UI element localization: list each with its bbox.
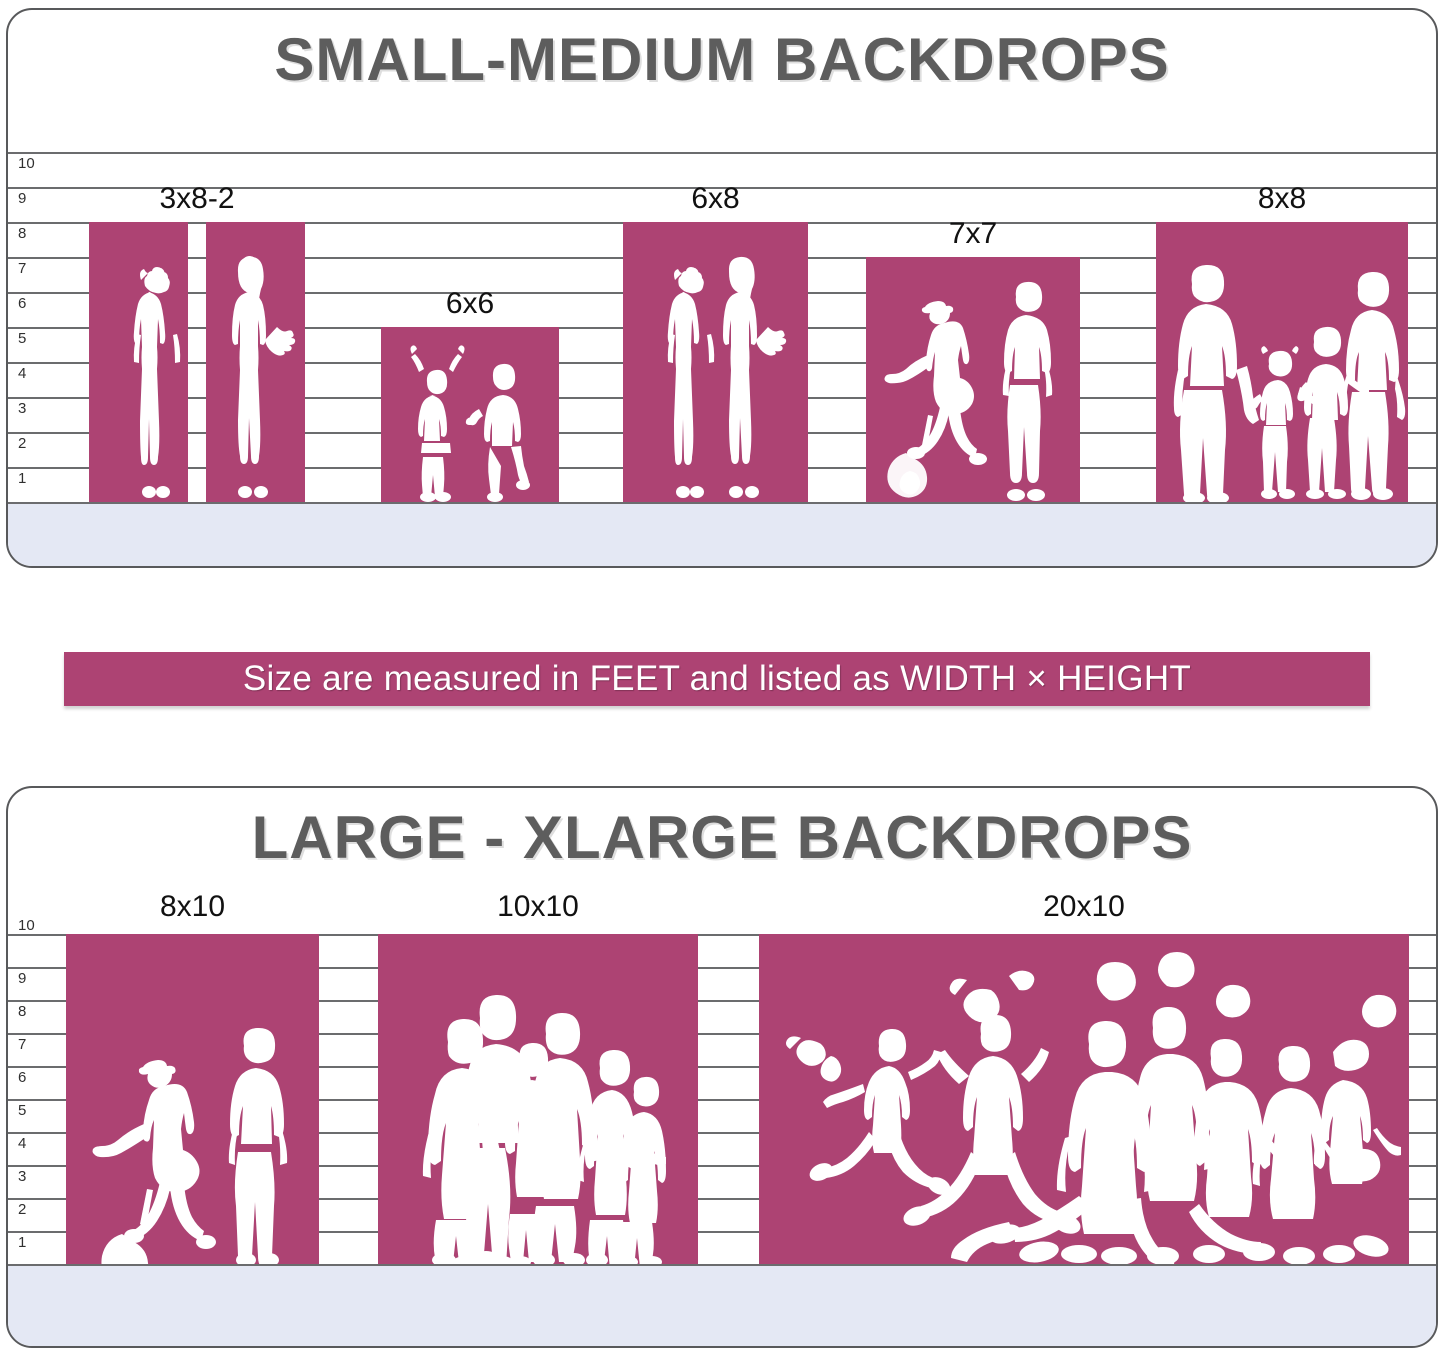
gridline-4 [8,1132,1436,1165]
floor-bottom [8,1264,1436,1346]
panel-large-xlarge: LARGE - XLARGE BACKDROPS [6,786,1438,1348]
tick-10: 10 [18,155,35,172]
silhouette-two-girls-pair [623,222,808,502]
tick-4: 4 [18,1135,27,1152]
backdrop-label-3x8-2: 3x8-2 [159,182,235,215]
gridline-1 [8,1231,1436,1264]
tick-5: 5 [18,1102,27,1119]
gridlines-bottom [8,934,1436,1264]
backdrop-label-7x7: 7x7 [948,217,998,250]
backdrop-bar-6x6[interactable] [381,327,559,502]
backdrop-label-10x10: 10x10 [497,890,579,923]
backdrop-bar-10x10[interactable] [378,934,698,1264]
tick-9: 9 [18,970,27,987]
gridline-2 [8,1198,1436,1231]
chart-small-medium: 3x8-2 [8,152,1436,502]
gridline-6 [8,1066,1436,1099]
silhouette-girl-bike-man [866,257,1080,502]
tick-7: 7 [18,260,27,277]
backdrop-label-6x8: 6x8 [691,182,740,215]
silhouette-two-girls-a [89,222,188,502]
backdrop-bar-8x10[interactable] [66,934,319,1264]
gridline-10 [8,934,1436,967]
backdrop-bar-20x10[interactable] [759,934,1409,1264]
tick-10: 10 [18,917,35,934]
silhouette-group-five [378,934,698,1264]
tick-3: 3 [18,1168,27,1185]
tick-4: 4 [18,365,27,382]
panel-small-medium: SMALL-MEDIUM BACKDROPS [6,8,1438,568]
tick-6: 6 [18,295,27,312]
silhouette-family-four [1156,222,1408,502]
gridline-8 [8,1000,1436,1033]
tick-2: 2 [18,435,27,452]
backdrop-label-8x10: 8x10 [159,890,226,923]
floor-top [8,502,1436,566]
gridline-10 [8,152,1436,187]
backdrop-label-8x8: 8x8 [1257,182,1307,215]
gridline-9 [8,187,1436,222]
tick-3: 3 [18,400,27,417]
tick-1: 1 [18,470,27,487]
backdrop-label-6x6: 6x6 [445,287,495,320]
gridline-7 [8,1033,1436,1066]
gridline-9 [8,967,1436,1000]
size-note-banner: Size are measured in FEET and listed as … [64,652,1370,706]
size-note-text: Size are measured in FEET and listed as … [242,659,1192,698]
gridline-3 [8,1165,1436,1198]
tick-1: 1 [18,1234,27,1251]
tick-9: 9 [18,190,27,207]
y-axis-scale-bottom: 10 9 8 7 6 5 4 3 2 1 [8,918,80,1264]
tick-7: 7 [18,1036,27,1053]
tick-8: 8 [18,1003,27,1020]
page-title-small-medium: SMALL-MEDIUM BACKDROPS [274,26,1170,93]
backdrop-bar-8x8[interactable] [1156,222,1408,502]
tick-6: 6 [18,1069,27,1086]
chart-large-xlarge: 8x10 [8,890,1436,1264]
backdrop-bar-3x8-2-left[interactable] [89,222,188,502]
backdrop-label-20x10: 20x10 [1043,890,1125,923]
page-title-large-xlarge: LARGE - XLARGE BACKDROPS [251,804,1193,871]
tick-2: 2 [18,1201,27,1218]
backdrop-bar-6x8[interactable] [623,222,808,502]
silhouette-two-kids [381,327,559,502]
tick-5: 5 [18,330,27,347]
silhouette-cheer-squad [759,934,1409,1264]
tick-8: 8 [18,225,27,242]
backdrop-bar-3x8-2-right[interactable] [206,222,305,502]
gridline-5 [8,1099,1436,1132]
silhouette-two-girls-b [206,222,305,502]
y-axis-scale-top: 10 9 8 7 6 5 4 3 2 1 [8,152,80,502]
silhouette-girl-bike-man-large [66,934,319,1264]
backdrop-bar-7x7[interactable] [866,257,1080,502]
